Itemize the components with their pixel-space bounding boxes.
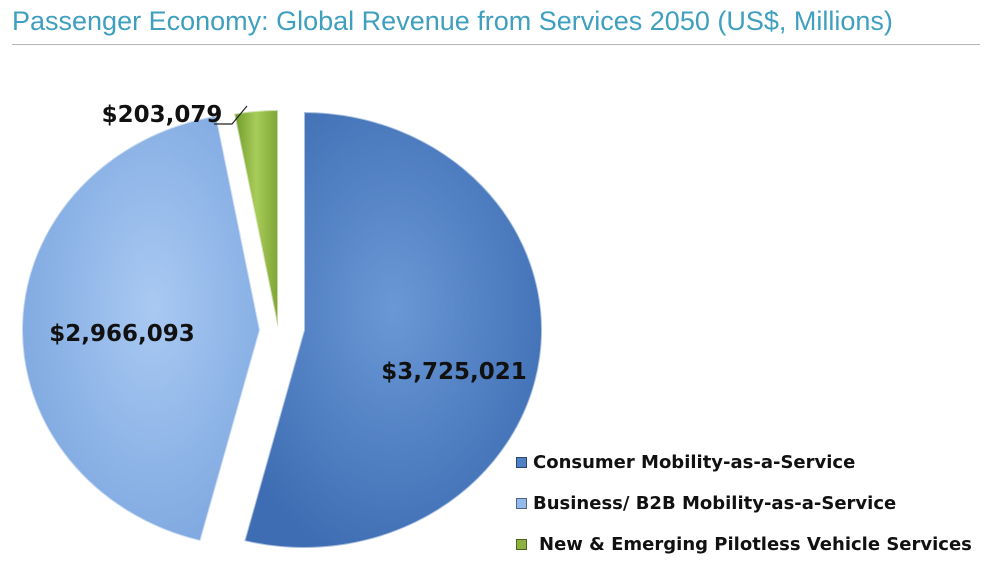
pie-slice-business [21,114,262,543]
legend-item-pilotless: New & Emerging Pilotless Vehicle Service… [516,533,972,555]
data-label-business: $2,966,093 [49,321,195,347]
legend-label-business: Business/ B2B Mobility-as-a-Service [533,492,897,514]
legend-label-consumer: Consumer Mobility-as-a-Service [533,451,856,473]
pie-slice-pilotless [233,108,279,329]
legend-item-business: Business/ B2B Mobility-as-a-Service [516,492,972,514]
legend-label-pilotless: New & Emerging Pilotless Vehicle Service… [539,533,972,555]
legend-swatch-business [516,497,527,509]
legend-item-consumer: Consumer Mobility-as-a-Service [516,451,972,473]
legend-swatch-pilotless [516,538,527,550]
title-divider [12,44,980,45]
data-label-consumer: $3,725,021 [381,359,527,385]
chart-legend: Consumer Mobility-as-a-Service Business/… [516,451,972,574]
legend-swatch-consumer [516,456,527,468]
pie-slice-consumer [243,110,543,549]
page-title: Passenger Economy: Global Revenue from S… [12,6,893,36]
leader-line-pilotless [214,105,248,125]
data-label-pilotless: $203,079 [102,102,223,128]
